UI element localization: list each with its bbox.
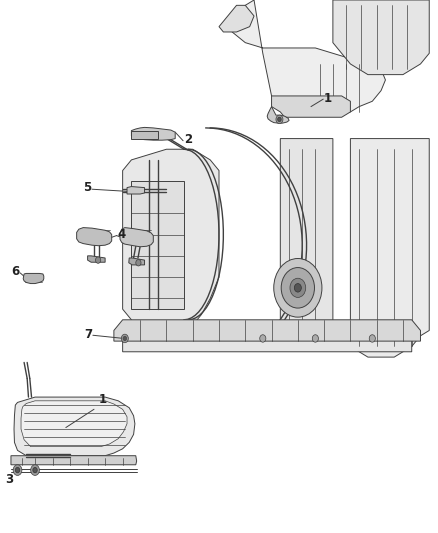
- Text: 7: 7: [84, 328, 92, 341]
- Circle shape: [136, 260, 141, 266]
- Polygon shape: [131, 181, 184, 309]
- Polygon shape: [21, 401, 127, 447]
- Polygon shape: [88, 256, 105, 262]
- Polygon shape: [123, 149, 219, 330]
- Circle shape: [312, 335, 318, 342]
- Polygon shape: [14, 397, 135, 456]
- Polygon shape: [11, 456, 137, 465]
- Text: 1: 1: [99, 393, 107, 406]
- Text: 4: 4: [117, 228, 126, 241]
- Circle shape: [276, 115, 283, 124]
- Polygon shape: [120, 228, 153, 247]
- Polygon shape: [123, 330, 412, 352]
- Text: 2: 2: [184, 133, 192, 146]
- Circle shape: [121, 334, 128, 343]
- Circle shape: [290, 278, 306, 297]
- Circle shape: [274, 259, 322, 317]
- Circle shape: [15, 467, 20, 473]
- Polygon shape: [129, 258, 145, 265]
- Text: 3: 3: [6, 473, 14, 486]
- Text: 5: 5: [83, 181, 91, 194]
- Polygon shape: [23, 273, 44, 284]
- Polygon shape: [350, 139, 429, 357]
- Polygon shape: [77, 228, 112, 246]
- Circle shape: [33, 467, 37, 473]
- Polygon shape: [280, 139, 333, 346]
- Text: 6: 6: [11, 265, 19, 278]
- Polygon shape: [127, 187, 145, 194]
- Circle shape: [294, 284, 301, 292]
- Polygon shape: [333, 0, 429, 75]
- Polygon shape: [131, 131, 158, 139]
- Circle shape: [260, 335, 266, 342]
- Circle shape: [31, 465, 39, 475]
- Polygon shape: [272, 96, 350, 117]
- Circle shape: [95, 257, 101, 263]
- Circle shape: [281, 268, 314, 308]
- Circle shape: [278, 117, 281, 122]
- Text: 1: 1: [324, 92, 332, 104]
- Polygon shape: [228, 0, 385, 112]
- Circle shape: [369, 335, 375, 342]
- Polygon shape: [114, 320, 420, 341]
- Polygon shape: [219, 5, 254, 32]
- Polygon shape: [131, 127, 175, 140]
- Polygon shape: [267, 107, 289, 123]
- Circle shape: [13, 465, 22, 475]
- Circle shape: [123, 336, 127, 341]
